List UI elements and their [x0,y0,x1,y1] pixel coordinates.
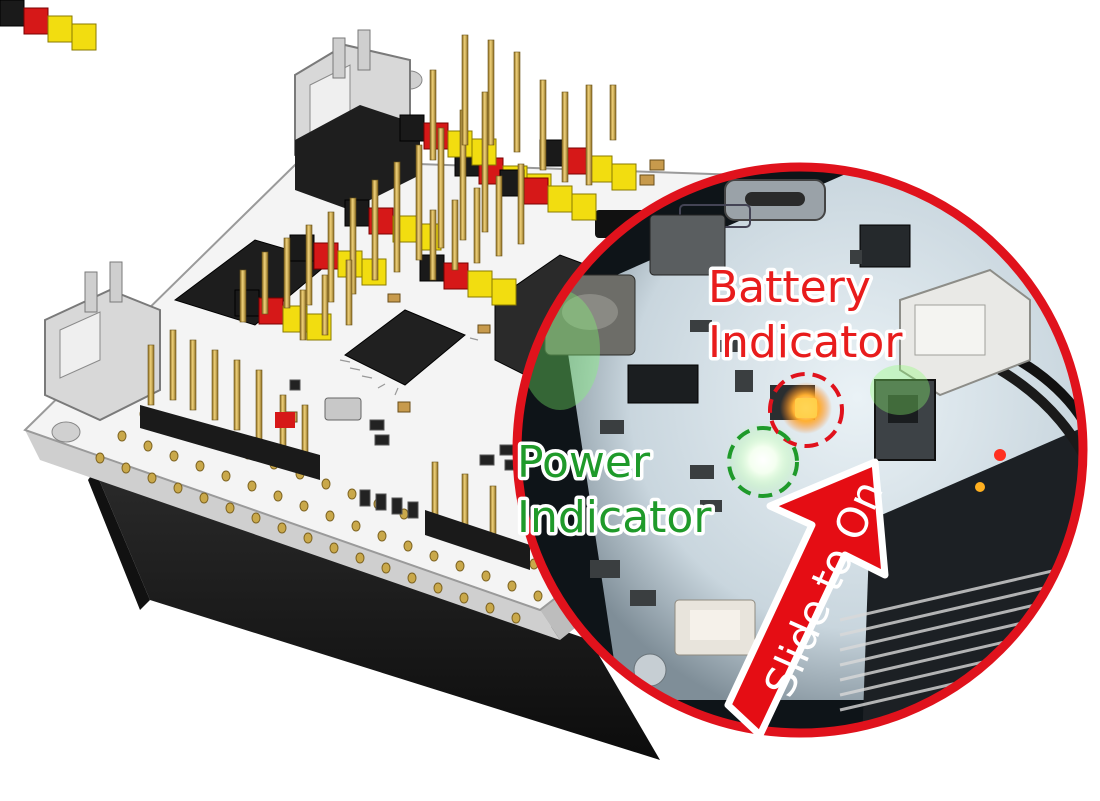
servo-header-array [0,0,637,341]
power-indicator-highlight [727,426,799,498]
inductor-2r2 [649,214,726,276]
battery-jst-connector [899,268,1031,397]
power-label-line1: Power [517,437,651,488]
bottom-socket-header [95,470,660,760]
power-indicator-label: Power Indicator [514,434,716,547]
gpio-pad-grid [95,408,565,624]
zoom-inset [512,162,1088,738]
green-led-icon [725,422,801,498]
crystal-oscillator [324,397,362,421]
battery-label-line2: Indicator [708,317,903,368]
battery-label-line1: Battery [708,262,871,313]
left-jst-connector [44,261,161,422]
power-label-line2: Indicator [517,492,712,543]
zoom-ring [512,162,1088,738]
battery-indicator-highlight [768,372,844,448]
battery-indicator-label: Battery Indicator [705,259,907,372]
microcontroller-chip [344,309,466,386]
